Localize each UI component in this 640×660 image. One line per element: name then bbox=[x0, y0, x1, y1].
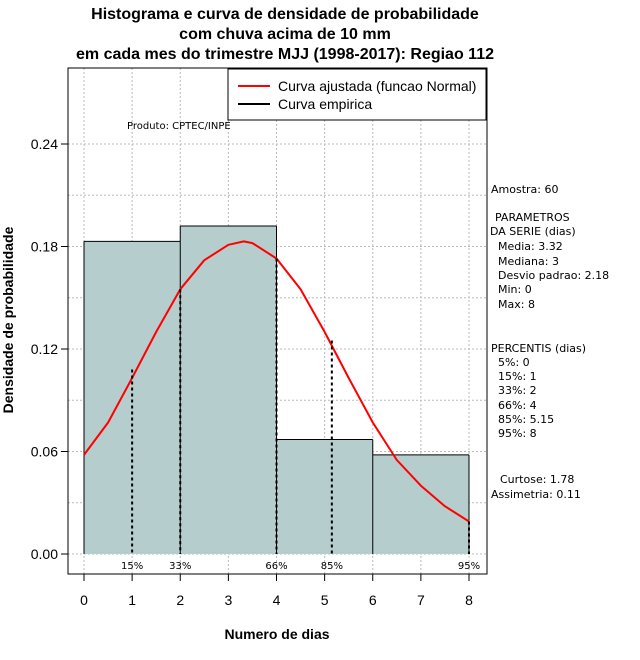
stat-amostra: Amostra: 60 bbox=[491, 183, 559, 196]
percentile-label: 66% bbox=[265, 561, 287, 572]
y-tick-label: 0.00 bbox=[31, 546, 58, 562]
x-tick-label: 4 bbox=[273, 592, 281, 608]
legend-label-fitted: Curva ajustada (funcao Normal) bbox=[278, 78, 476, 94]
chart-title-line-3: em cada mes do trimestre MJJ (1998-2017)… bbox=[76, 46, 494, 63]
histogram-bar bbox=[180, 226, 277, 554]
x-tick-label: 3 bbox=[224, 592, 232, 608]
x-tick-label: 5 bbox=[321, 592, 329, 608]
stat-p5: 5%: 0 bbox=[498, 356, 530, 369]
y-tick-label: 0.24 bbox=[31, 136, 58, 152]
histogram-bars bbox=[83, 225, 470, 554]
percentile-label: 95% bbox=[458, 561, 480, 572]
x-tick-label: 2 bbox=[176, 592, 184, 608]
stat-parametros-sub: DA SERIE (dias) bbox=[490, 225, 576, 238]
percentile-markers: 15% 33% 66% 85% 95% bbox=[121, 258, 480, 572]
stat-parametros-title: PARAMETROS bbox=[495, 211, 570, 224]
stat-max: Max: 8 bbox=[498, 298, 535, 311]
stat-p95: 95%: 8 bbox=[498, 427, 537, 440]
histogram-bar bbox=[276, 439, 373, 554]
x-tick-label: 0 bbox=[80, 592, 88, 608]
y-tick-label: 0.18 bbox=[31, 239, 58, 255]
histogram-bar bbox=[372, 454, 469, 554]
fitted-normal-curve bbox=[83, 240, 470, 523]
y-axis-label: Densidade de probabilidade bbox=[0, 226, 16, 413]
x-tick-label: 6 bbox=[369, 592, 377, 608]
x-tick-label: 8 bbox=[465, 592, 473, 608]
stat-media: Media: 3.32 bbox=[498, 240, 563, 253]
stat-p15: 15%: 1 bbox=[498, 370, 537, 383]
stat-p85: 85%: 5.15 bbox=[498, 413, 555, 426]
stat-curtose: Curtose: 1.78 bbox=[500, 473, 575, 486]
stat-mediana: Mediana: 3 bbox=[498, 255, 559, 268]
percentile-label: 85% bbox=[321, 561, 343, 572]
stat-min: Min: 0 bbox=[498, 283, 532, 296]
y-tick-label: 0.06 bbox=[31, 444, 58, 460]
axes: 0 1 2 3 4 5 6 7 8 0.00 0.06 0.12 0.18 0.24 bbox=[31, 136, 473, 608]
legend-label-empirical: Curva empirica bbox=[278, 96, 372, 112]
x-tick-label: 7 bbox=[417, 592, 425, 608]
percentile-label: 33% bbox=[169, 561, 191, 572]
stat-assimetria: Assimetria: 0.11 bbox=[491, 488, 581, 501]
legend: Curva ajustada (funcao Normal) Curva emp… bbox=[227, 68, 487, 121]
percentile-label: 15% bbox=[121, 561, 143, 572]
x-tick-label: 1 bbox=[128, 592, 136, 608]
stat-p66: 66%: 4 bbox=[498, 399, 537, 412]
fitted-curve-layer bbox=[83, 240, 470, 523]
stat-desvio: Desvio padrao: 2.18 bbox=[498, 269, 610, 282]
x-axis-label: Numero de dias bbox=[224, 626, 329, 642]
stat-p33: 33%: 2 bbox=[498, 384, 537, 397]
chart-title-line-1: Histograma e curva de densidade de proba… bbox=[91, 6, 479, 23]
y-tick-label: 0.12 bbox=[31, 341, 58, 357]
credit-text: Produto: CPTEC/INPE bbox=[127, 121, 231, 132]
legend-box bbox=[227, 68, 487, 121]
chart-title-line-2: com chuva acima de 10 mm bbox=[179, 26, 391, 43]
stat-percentis-title: PERCENTIS (dias) bbox=[491, 342, 587, 355]
histogram-bar bbox=[84, 241, 181, 554]
